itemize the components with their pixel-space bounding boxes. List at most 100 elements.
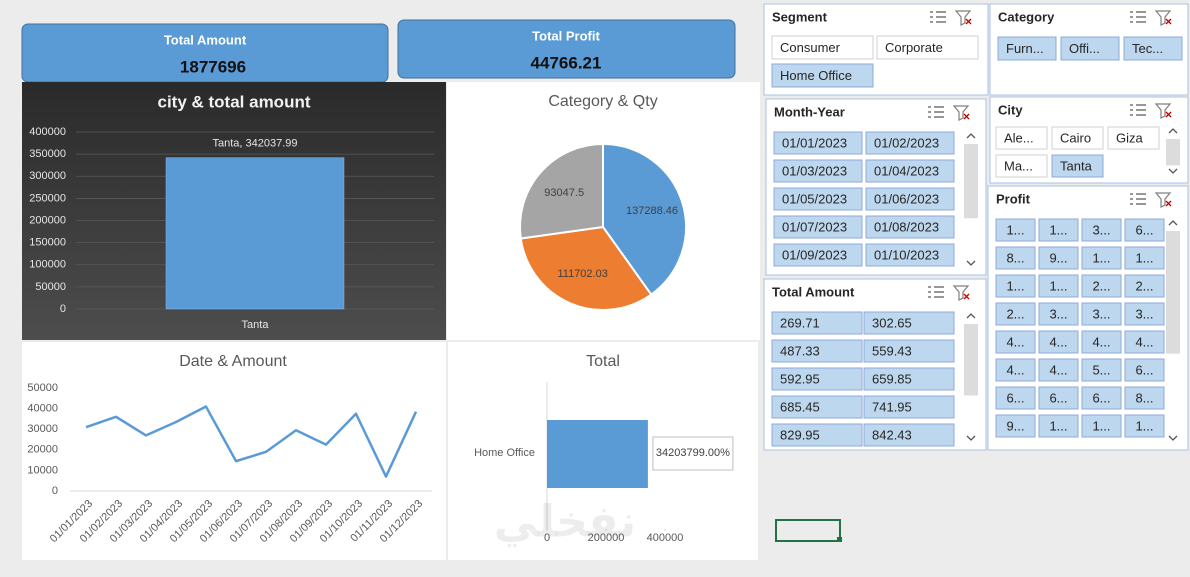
slicer-item[interactable] (771, 311, 863, 335)
scroll-down[interactable] (1168, 435, 1178, 441)
multi-select-icon[interactable] (1130, 11, 1146, 23)
scroll-up[interactable] (966, 133, 976, 139)
slicer-item[interactable] (865, 243, 955, 267)
slicer-item[interactable] (863, 367, 955, 391)
slicer-item[interactable] (995, 414, 1036, 438)
slicer-item[interactable] (1081, 414, 1122, 438)
clear-filter-icon[interactable] (1154, 10, 1172, 26)
slicer-item[interactable] (995, 154, 1048, 178)
slicer-item[interactable] (865, 187, 955, 211)
slicer-item[interactable] (1081, 358, 1122, 382)
slicer-item[interactable] (863, 423, 955, 447)
clear-filter-x[interactable] (1165, 200, 1172, 207)
multi-select-icon[interactable] (1130, 193, 1146, 205)
slicer-item-label: 4... (1049, 334, 1067, 349)
slicer-item[interactable] (1107, 126, 1160, 150)
scroll-down[interactable] (1168, 168, 1178, 174)
scroll-up[interactable] (1168, 220, 1178, 226)
data-label: Tanta, 342037.99 (212, 138, 297, 150)
scrollbar-thumb[interactable] (1166, 139, 1180, 166)
slicer-item[interactable] (771, 367, 863, 391)
slicer-item[interactable] (1038, 218, 1079, 242)
slicer-item[interactable] (865, 159, 955, 183)
slicer-item[interactable] (1081, 218, 1122, 242)
scroll-down[interactable] (966, 260, 976, 266)
slicer-item[interactable] (771, 339, 863, 363)
data-label-box (652, 436, 734, 471)
clear-filter-icon[interactable] (1154, 103, 1172, 119)
clear-filter-x[interactable] (1165, 18, 1172, 25)
multi-select-icon[interactable] (928, 106, 944, 118)
slicer-item[interactable] (773, 159, 863, 183)
slicer-item[interactable] (1124, 218, 1165, 242)
scrollbar-thumb[interactable] (964, 324, 978, 396)
scrollbar-thumb[interactable] (964, 144, 978, 219)
slicer-item[interactable] (863, 339, 955, 363)
slicer-item[interactable] (1124, 330, 1165, 354)
slicer-item[interactable] (1081, 274, 1122, 298)
slicer-item[interactable] (995, 246, 1036, 270)
clear-filter-icon[interactable] (952, 105, 970, 121)
slicer-item[interactable] (773, 243, 863, 267)
slicer-item[interactable] (1081, 302, 1122, 326)
y-tick-label: 30000 (27, 423, 58, 435)
slicer-item[interactable] (865, 215, 955, 239)
slicer-item[interactable] (1123, 36, 1183, 61)
multi-select-icon[interactable] (930, 11, 946, 23)
selected-cell[interactable] (775, 519, 841, 542)
slicer-item[interactable] (995, 218, 1036, 242)
slicer-item[interactable] (771, 35, 874, 60)
slicer-item[interactable] (1051, 154, 1104, 178)
slicer-item[interactable] (1038, 274, 1079, 298)
slicer-item[interactable] (773, 187, 863, 211)
slicer-item[interactable] (1081, 330, 1122, 354)
slicer-item[interactable] (863, 311, 955, 335)
slicer-item[interactable] (1060, 36, 1120, 61)
slicer-item[interactable] (1038, 330, 1079, 354)
slicer-item[interactable] (995, 358, 1036, 382)
multi-select-icon[interactable] (928, 286, 944, 298)
slicer-item[interactable] (995, 330, 1036, 354)
scroll-up[interactable] (1168, 128, 1178, 134)
clear-filter-x[interactable] (965, 18, 972, 25)
slicer-item-label: 1... (1049, 222, 1067, 237)
slicer-item[interactable] (995, 302, 1036, 326)
slicer-item[interactable] (995, 386, 1036, 410)
slicer-item[interactable] (773, 131, 863, 155)
clear-filter-x[interactable] (1165, 111, 1172, 118)
slicer-item[interactable] (1124, 386, 1165, 410)
slicer-item[interactable] (1124, 414, 1165, 438)
slicer-item[interactable] (1124, 274, 1165, 298)
slicer-item[interactable] (771, 63, 874, 88)
slicer-item[interactable] (995, 274, 1036, 298)
slicer-item[interactable] (995, 126, 1048, 150)
slicer-item[interactable] (771, 423, 863, 447)
slicer-item[interactable] (997, 36, 1057, 61)
clear-filter-icon[interactable] (1154, 192, 1172, 208)
slicer-item[interactable] (1038, 246, 1079, 270)
scroll-down[interactable] (966, 435, 976, 441)
slicer-item[interactable] (863, 395, 955, 419)
clear-filter-icon[interactable] (954, 10, 972, 26)
clear-filter-x[interactable] (963, 293, 970, 300)
slicer-item[interactable] (1038, 358, 1079, 382)
slicer-item[interactable] (1051, 126, 1104, 150)
slicer-item[interactable] (773, 215, 863, 239)
multi-select-icon[interactable] (1130, 104, 1146, 116)
scroll-up[interactable] (966, 313, 976, 319)
slicer-item[interactable] (1081, 246, 1122, 270)
slicer-item[interactable] (1081, 386, 1122, 410)
slicer-item[interactable] (771, 395, 863, 419)
slicer-item[interactable] (1124, 358, 1165, 382)
scrollbar-thumb[interactable] (1166, 231, 1180, 354)
slicer-item[interactable] (1124, 246, 1165, 270)
slicer-item[interactable] (1038, 414, 1079, 438)
slicer-item[interactable] (1124, 302, 1165, 326)
slicer-item[interactable] (865, 131, 955, 155)
slicer-item[interactable] (876, 35, 979, 60)
clear-filter-icon[interactable] (952, 285, 970, 301)
slicer-item[interactable] (1038, 302, 1079, 326)
clear-filter-x[interactable] (963, 113, 970, 120)
slicer-item[interactable] (1038, 386, 1079, 410)
y-tick-label: 40000 (27, 403, 58, 415)
